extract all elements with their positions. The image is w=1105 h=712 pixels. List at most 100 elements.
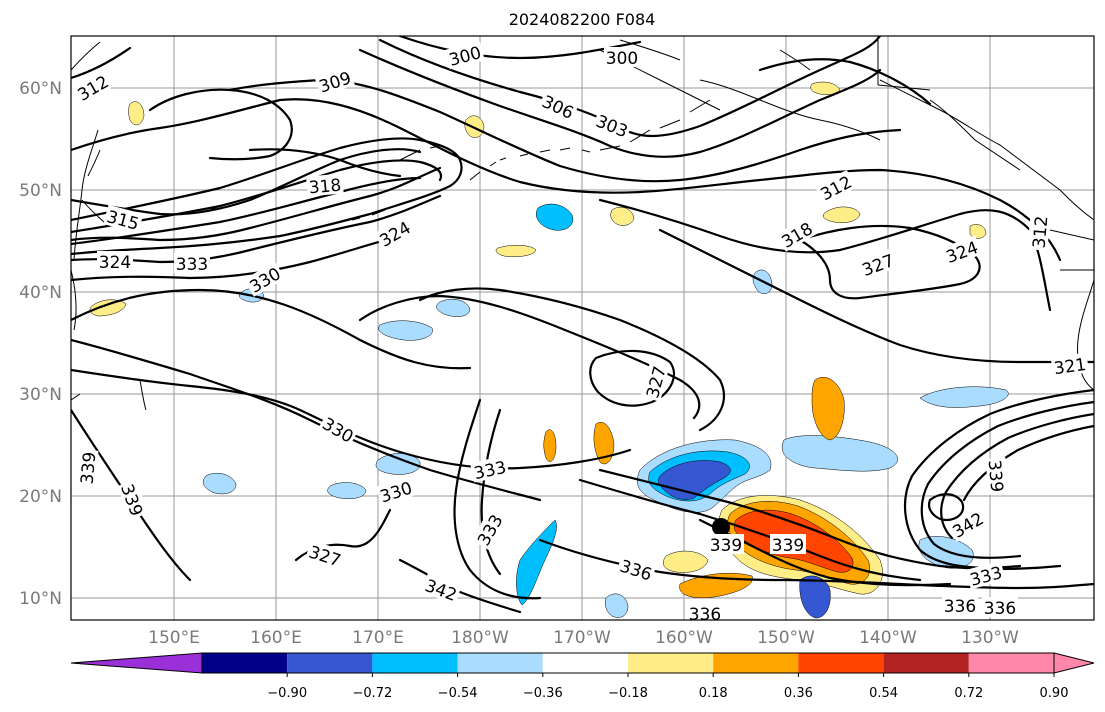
lat-tick-label: 20°N: [19, 487, 62, 507]
contour-label: 327: [860, 251, 897, 281]
map-area: 300 3003033063093123123123153183183213243…: [71, 36, 1094, 620]
colorbar-tick-label: 0.36: [784, 686, 813, 701]
coast-west-pacific: [71, 269, 147, 411]
contour-306: [358, 48, 882, 158]
contour-label-bg: [942, 595, 978, 615]
lon-tick-label: 140°W: [859, 628, 917, 648]
contour-label: 303: [593, 112, 631, 143]
colorbar-tick-label: 0.72: [954, 686, 983, 701]
contour-label: 333: [176, 255, 208, 275]
contour-label-bg: [470, 455, 510, 483]
negative-patch-50n-180: [536, 203, 574, 231]
colorbar-tick-label: −0.18: [608, 686, 648, 701]
positive-patch-42n-125w: [969, 224, 987, 239]
contour-label: 336: [617, 556, 654, 585]
contour-label: 336: [944, 597, 976, 617]
contour-label: 321: [1053, 355, 1088, 379]
negative-patch-20n-150w: [781, 435, 898, 472]
contour-label-bg: [71, 69, 114, 105]
coast-aleutians: [209, 99, 711, 221]
lon-tick-label: 150°E: [148, 628, 200, 648]
contour-jet-1: [71, 137, 463, 256]
coast-kamchatka: [71, 41, 109, 261]
contour-south-2: [578, 478, 922, 582]
contour-label-bg: [946, 506, 989, 542]
contour-label-bg: [591, 109, 633, 142]
contour-303: [378, 36, 882, 138]
contour-label: 309: [317, 68, 354, 97]
colorbar: [70, 652, 1095, 674]
contour-label-bg: [775, 216, 818, 252]
lat-tick-label: 40°N: [19, 283, 62, 303]
contour-swirl-2: [358, 294, 701, 420]
contour-label: 342: [422, 576, 459, 606]
colorbar-tick-label: 0.90: [1040, 686, 1069, 701]
longitude-ticks: 150°E 160°E 170°E 180°W 170°W 160°W 150°W 140°W…: [148, 628, 1019, 648]
colorbar-segment: [457, 653, 543, 673]
colorbar-tick-label: 0.54: [869, 686, 898, 701]
colorbar-segment: [202, 653, 288, 673]
coast-west-us: [1077, 279, 1094, 391]
contour-label: 300: [447, 43, 484, 71]
contour-label-bg: [687, 603, 723, 620]
contour-342: [398, 493, 965, 614]
colorbar-tick-label: −0.72: [352, 686, 392, 701]
contour-label-bg: [941, 235, 982, 267]
contour-label-bg: [75, 449, 99, 487]
contour-label-bg: [305, 539, 346, 571]
contour-label: 300: [606, 49, 638, 69]
contour-label: 318: [308, 176, 342, 199]
contour-label-bg: [375, 475, 416, 507]
lon-tick-label: 160°E: [250, 628, 302, 648]
latitude-ticks: 60°N 50°N 40°N 30°N 20°N 10°N: [19, 79, 62, 609]
colorbar-extend-min: [70, 652, 203, 674]
contour-315: [71, 148, 422, 216]
coast-alaska: [599, 39, 1094, 221]
contour-label: 327: [643, 364, 671, 401]
positive-patch-32n-150w: [811, 376, 845, 441]
contour-label: 339: [116, 482, 146, 519]
negative-patch-20n-175e: [327, 482, 367, 499]
negative-patch-40n-140w: [919, 386, 1009, 408]
colorbar-segment: [968, 653, 1054, 673]
contour-label: 339: [710, 536, 742, 556]
negative-patch-20n-155e: [202, 473, 237, 495]
positive-patch-44n-147w: [823, 206, 861, 223]
contour-label: 324: [99, 253, 131, 273]
contour-label-bg: [616, 553, 657, 585]
contour-label: 327: [306, 542, 343, 571]
contour-ridge-e-2: [920, 400, 1094, 559]
contour-n-ridge-1: [758, 58, 932, 106]
lat-tick-label: 10°N: [19, 589, 62, 609]
coastlines: [71, 36, 1094, 411]
positive-patch-27n-172w: [543, 429, 557, 462]
contour-label-bg: [770, 534, 806, 554]
contour-label: 330: [378, 478, 415, 507]
negative-patch-15n-135w: [918, 536, 974, 569]
map-title: 2024082200 F084: [509, 10, 656, 29]
lon-tick-label: 170°W: [553, 628, 611, 648]
contour-label: 324: [944, 238, 981, 268]
colorbar-segment: [628, 653, 714, 673]
contour-label: 339: [772, 536, 804, 556]
lon-tick-label: 150°W: [757, 628, 815, 648]
lon-tick-label: 170°E: [352, 628, 404, 648]
contour-label-bg: [174, 253, 210, 273]
contour-label-bg: [708, 534, 744, 554]
contour-label-bg: [640, 361, 670, 402]
colorbar-tick-label: 0.18: [699, 686, 728, 701]
positive-patch-48n-164w: [610, 207, 635, 226]
contour-label-bg: [243, 261, 286, 297]
contour-300: [398, 36, 642, 60]
contour-label-bg: [373, 215, 416, 251]
colorbar-tick-label: −0.54: [438, 686, 478, 701]
lat-tick-label: 50°N: [19, 181, 62, 201]
contour-label-bg: [1050, 352, 1090, 378]
storm-center-dot: [712, 518, 730, 536]
contour-label-bg: [982, 597, 1018, 617]
contour-label-bg: [537, 89, 579, 123]
positive-patch-59n-155e: [128, 101, 145, 126]
colorbar-extend-max: [1053, 652, 1095, 674]
positive-patch-15n-165w: [663, 550, 709, 573]
